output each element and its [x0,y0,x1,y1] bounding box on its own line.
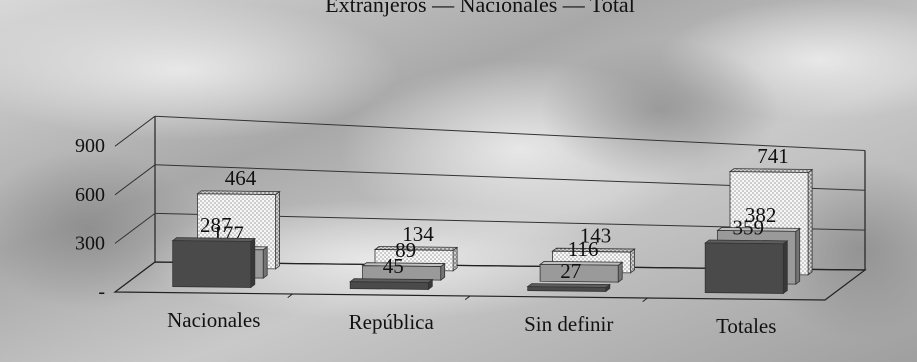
gridline-side [114,212,156,244]
x-category-label: República [349,310,435,334]
x-tick [464,295,471,301]
left-floor-edge [114,261,156,293]
x-axis-labels: Nacionales República Sin definir Totales [167,308,776,338]
data-label: 741 [757,144,789,168]
data-label: 287 [200,213,232,237]
gridline-side [114,164,156,196]
bar: 359 [704,215,789,295]
data-label: 27 [560,259,581,283]
x-category-label: Sin definir [524,312,613,336]
gridline [154,115,866,151]
bar: 27 [526,259,611,293]
bar: 116 [538,237,624,283]
legend: Extranjeros — Nacionales — Total [325,0,635,17]
data-label: 143 [580,224,612,248]
data-label: 134 [402,222,434,246]
y-tick-label: - [98,281,105,303]
x-tick [642,297,648,303]
data-label: 464 [225,166,257,190]
bar: 287 [171,213,256,289]
x-category-label: Totales [716,314,776,338]
y-axis-ticks: - 300 600 900 [75,135,105,303]
data-label: 382 [745,203,777,227]
y-tick-label: 300 [75,232,105,254]
bar: 89 [361,238,446,281]
y-tick-label: 900 [75,135,105,157]
y-tick-label: 600 [75,184,105,206]
bar: 45 [349,254,434,291]
data-label: 359 [733,215,765,239]
data-label: 116 [568,237,599,261]
x-tick [287,293,293,299]
x-category-label: Nacionales [167,308,260,332]
data-label: 45 [383,254,404,278]
gridline-side [114,115,156,147]
data-label: 89 [395,238,416,262]
